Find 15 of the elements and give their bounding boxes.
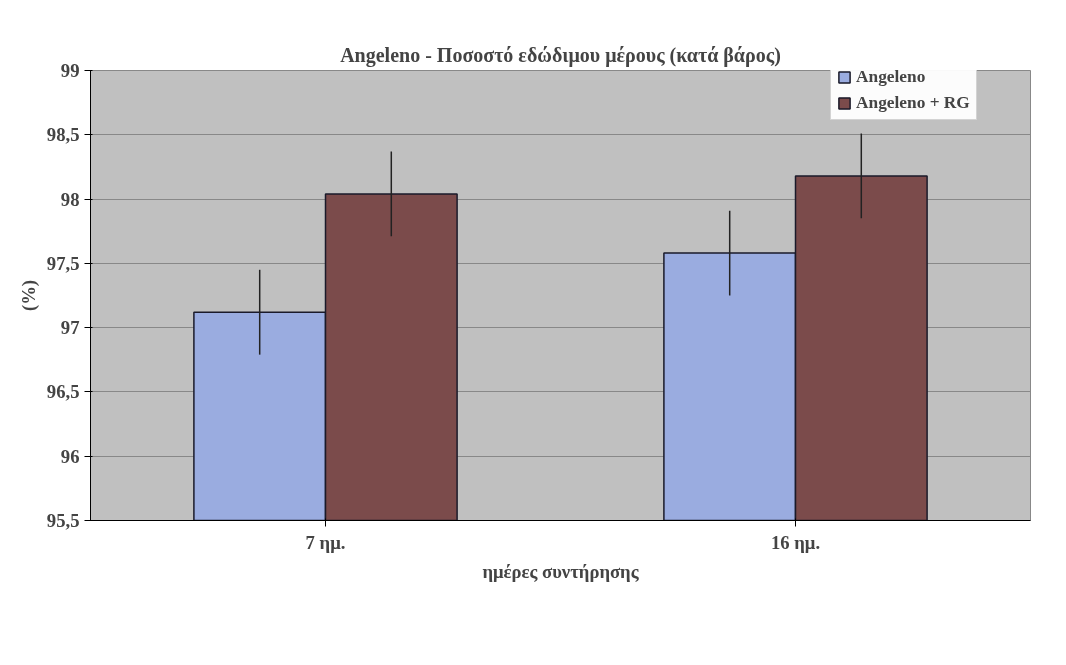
chart-title: Angeleno - Ποσοστό εδώδιμου μέρους (κατά βάρος) [340,43,781,67]
legend-label: Angeleno [856,69,926,87]
y-tick-label: 97 [60,317,80,339]
y-tick-label: 97,5 [46,252,80,274]
x-tick-label: 7 ημ. [305,531,346,553]
y-tick-label: 99 [60,60,80,81]
y-axis-title: (%) [17,279,40,312]
legend-label: Angeleno + RG [856,93,970,113]
x-axis-title: ημέρες συντήρησης [482,560,640,582]
y-tick-label: 96,5 [46,381,80,403]
y-tick-label: 98,5 [46,124,80,146]
y-tick-label: 98 [60,188,80,210]
y-tick-label: 95,5 [46,510,80,531]
x-tick-label: 16 ημ. [770,531,821,553]
y-tick-label: 96 [60,445,80,467]
